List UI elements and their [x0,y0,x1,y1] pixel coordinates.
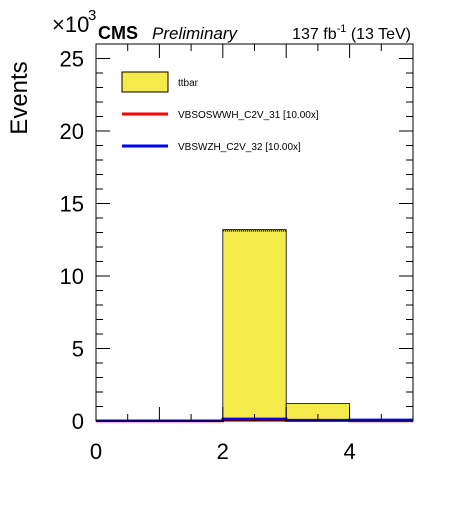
status-label: Preliminary [152,24,239,43]
y-multiplier-base: ×10 [52,12,89,37]
legend-label: ttbar [178,78,199,89]
y-axis-label: Events [6,61,33,134]
y-tick-label: 25 [60,47,84,72]
x-tick-label: 4 [343,439,355,464]
x-tick-label: 2 [217,439,229,464]
y-tick-label: 20 [60,119,84,144]
plot-area [96,230,413,421]
histogram-bar-ttbar-bin-2 [223,230,286,421]
legend-label: VBSWZH_C2V_32 [10.00x] [178,142,301,153]
y-tick-label: 0 [72,409,84,434]
luminosity-label: 137 fb-1 (13 TeV) [292,23,411,43]
legend: ttbar VBSOSWWH_C2V_31 [10.00x] VBSWZH_C2V_… [122,72,319,153]
x-tick-label: 0 [90,439,102,464]
y-multiplier-exponent: 3 [88,7,96,24]
y-tick-label: 15 [60,192,84,217]
experiment-label: CMS [98,23,138,43]
y-tick-label: 10 [60,264,84,289]
legend-label: VBSOSWWH_C2V_31 [10.00x] [178,110,319,121]
y-tick-label: 5 [72,337,84,362]
legend-swatch-ttbar [122,72,168,92]
